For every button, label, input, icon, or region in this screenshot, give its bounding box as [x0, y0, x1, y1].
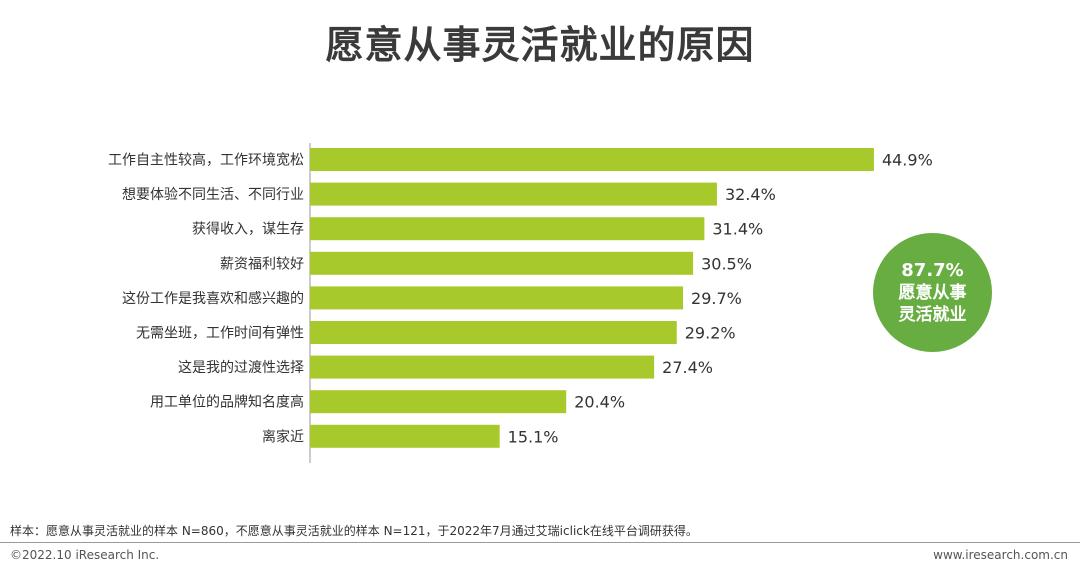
category-label: 想要体验不同生活、不同行业 [122, 187, 304, 203]
value-label: 31.4% [712, 220, 763, 239]
category-label: 无需坐班，工作时间有弹性 [136, 326, 304, 342]
value-label: 32.4% [725, 185, 776, 204]
bar [310, 182, 717, 206]
bars-group: 工作自主性较高，工作环境宽松 44.9% 想要体验不同生活、不同行业 32.4% 获得收… [108, 148, 933, 448]
value-label: 29.2% [685, 324, 736, 343]
category-label: 这是我的过渡性选择 [178, 359, 304, 376]
footer-divider [0, 542, 1080, 543]
bar [310, 251, 694, 275]
category-label: 获得收入，谋生存 [192, 221, 304, 238]
sample-footnote: 样本：愿意从事灵活就业的样本 N=860，不愿意从事灵活就业的样本 N=121，… [10, 524, 698, 538]
bar [310, 286, 684, 310]
share-badge: 87.7% 愿意从事 灵活就业 [873, 233, 992, 352]
badge-line-1: 愿意从事 [898, 282, 967, 303]
bar [310, 321, 677, 344]
value-label: 20.4% [574, 393, 625, 412]
website-text: www.iresearch.com.cn [933, 548, 1068, 562]
chart-title: 愿意从事灵活就业的原因 [325, 23, 755, 67]
category-label: 薪资福利较好 [220, 256, 304, 272]
category-label: 用工单位的品牌知名度高 [150, 394, 304, 411]
bar [310, 217, 705, 241]
bar [310, 424, 500, 448]
value-label: 44.9% [882, 151, 933, 170]
badge-percent: 87.7% [901, 259, 964, 281]
value-label: 15.1% [508, 427, 559, 446]
copyright-text: ©2022.10 iResearch Inc. [10, 548, 160, 562]
bar [310, 355, 655, 379]
value-label: 27.4% [662, 358, 713, 377]
bar-chart: 工作自主性较高，工作环境宽松 44.9% 想要体验不同生活、不同行业 32.4% 获得收… [108, 143, 933, 463]
value-label: 29.7% [691, 289, 742, 308]
bar [310, 148, 874, 171]
value-label: 30.5% [701, 254, 752, 273]
badge-line-2: 灵活就业 [898, 304, 967, 325]
category-label: 工作自主性较高，工作环境宽松 [108, 152, 304, 169]
category-label: 这份工作是我喜欢和感兴趣的 [122, 290, 304, 307]
category-label: 离家近 [262, 428, 304, 445]
bar [310, 390, 567, 414]
